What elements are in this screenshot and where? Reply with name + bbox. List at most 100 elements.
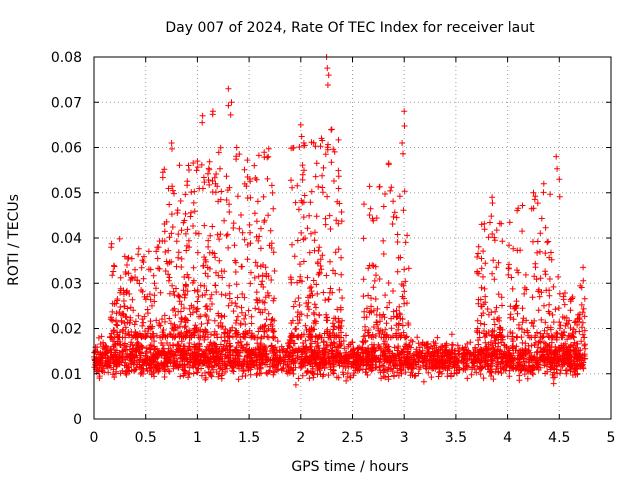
data-point: [192, 230, 199, 237]
data-point: [235, 376, 242, 383]
data-point: [281, 348, 288, 355]
data-point: [487, 339, 494, 346]
data-point: [100, 343, 107, 350]
data-point: [117, 304, 124, 310]
data-point: [295, 375, 302, 382]
data-point: [396, 355, 402, 362]
data-point: [241, 166, 248, 173]
data-point: [221, 362, 228, 369]
data-point: [296, 302, 303, 308]
data-point: [185, 374, 192, 381]
data-point: [116, 235, 123, 242]
data-point: [257, 245, 264, 252]
data-point: [365, 265, 372, 272]
data-point: [372, 296, 379, 302]
data-point: [291, 348, 298, 355]
data-point: [214, 231, 221, 238]
data-point: [316, 244, 323, 251]
data-point: [135, 359, 142, 366]
data-point: [367, 205, 374, 212]
y-tick-label: 0.06: [51, 141, 82, 157]
data-point: [534, 200, 541, 207]
data-point: [117, 274, 124, 281]
data-point: [233, 144, 240, 151]
data-point: [580, 264, 587, 271]
data-point: [265, 145, 272, 152]
data-point: [189, 350, 196, 357]
data-point: [332, 249, 339, 256]
data-point: [552, 347, 559, 354]
y-tick-label: 0.07: [51, 95, 82, 111]
data-point: [206, 158, 213, 165]
data-point: [329, 320, 336, 327]
data-point: [143, 345, 150, 352]
data-point: [171, 190, 177, 197]
data-point: [520, 351, 527, 358]
data-point: [530, 363, 537, 370]
data-point: [340, 338, 347, 344]
data-point: [477, 371, 484, 378]
data-point: [404, 232, 411, 239]
data-point: [317, 356, 324, 362]
data-point: [216, 365, 223, 372]
data-point: [314, 259, 321, 266]
data-point: [178, 227, 185, 234]
data-point: [491, 276, 498, 283]
data-point: [552, 306, 559, 313]
data-point: [191, 208, 198, 215]
data-point: [162, 249, 169, 255]
data-point: [439, 364, 446, 370]
data-point: [522, 358, 529, 365]
data-point: [390, 213, 397, 220]
data-point: [491, 237, 498, 244]
data-point: [544, 239, 551, 246]
data-point: [302, 337, 309, 344]
data-point: [464, 349, 471, 356]
data-point: [205, 369, 212, 375]
data-point: [514, 310, 521, 317]
data-point: [207, 295, 214, 302]
data-point: [481, 285, 488, 292]
data-point: [295, 295, 302, 301]
data-point: [194, 305, 201, 312]
data-point: [319, 184, 326, 191]
data-point: [394, 231, 401, 238]
data-point: [175, 308, 182, 315]
data-point: [328, 348, 335, 354]
data-point: [320, 339, 327, 346]
data-point: [308, 369, 315, 376]
data-point: [141, 358, 148, 365]
data-point: [358, 357, 365, 364]
data-point: [320, 361, 327, 368]
data-point: [353, 364, 360, 371]
data-point: [292, 381, 299, 388]
data-point: [396, 193, 403, 200]
data-point: [448, 331, 455, 338]
data-point: [202, 311, 209, 318]
data-point: [195, 230, 202, 237]
data-point: [499, 364, 506, 371]
data-point: [323, 359, 330, 366]
data-point: [378, 375, 385, 382]
data-point: [373, 272, 379, 279]
data-point: [267, 227, 274, 234]
data-point: [399, 140, 406, 146]
data-point: [452, 357, 459, 364]
data-point: [394, 369, 401, 376]
x-tick-labels: 0 0.5 1 1.5 2 2.5 3 3.5 4 4.5 5: [90, 430, 616, 446]
data-point: [409, 372, 416, 378]
data-point: [437, 346, 444, 353]
data-point: [188, 209, 194, 216]
data-point: [204, 320, 211, 327]
data-point: [190, 370, 197, 377]
x-tick-label: 1.5: [238, 430, 260, 446]
data-point: [311, 301, 318, 308]
data-point: [216, 257, 223, 264]
data-point: [532, 260, 539, 267]
data-point: [325, 72, 332, 79]
data-point: [94, 344, 100, 351]
data-point: [362, 338, 369, 345]
data-point: [519, 305, 526, 312]
data-point: [135, 245, 142, 252]
data-point: [546, 276, 553, 282]
